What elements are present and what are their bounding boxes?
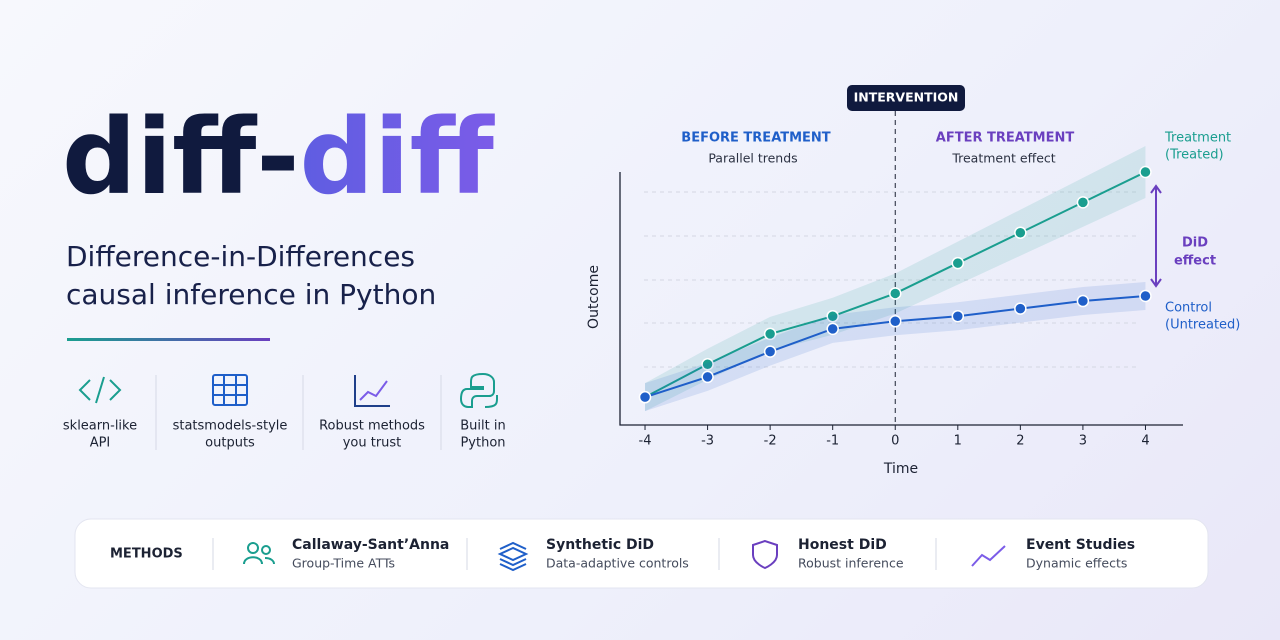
- axis: [619, 172, 1183, 426]
- icon: [752, 539, 778, 570]
- point: [1014, 226, 1027, 239]
- x-tick-label: 0: [891, 434, 899, 449]
- icon: [497, 541, 529, 572]
- features: sklearn-like API statsmodels-style outpu…: [63, 419, 506, 451]
- title-part: diff: [300, 96, 496, 218]
- x-tick-label: -3: [701, 434, 714, 449]
- feature-label: Robust methods: [319, 419, 425, 434]
- subtitle: Difference-in-Differences: [66, 240, 415, 273]
- methods-panel: [74, 518, 1209, 589]
- title-part: diff-: [62, 96, 300, 218]
- legend-label: (Untreated): [1165, 317, 1240, 332]
- intervention-badge: [847, 85, 965, 111]
- annotation: Treatment effect: [951, 151, 1055, 166]
- point: [701, 370, 714, 384]
- x-tick-label: -2: [764, 434, 777, 449]
- feature-label: Python: [460, 436, 505, 451]
- icon: [459, 372, 498, 408]
- x-tick-label: -1: [826, 434, 839, 449]
- method-title: Callaway-Sant’Anna: [292, 537, 449, 553]
- point: [826, 322, 839, 336]
- chart: INTERVENTION BEFORE TREATMENT Parallel t…: [586, 85, 1240, 477]
- x-tick-label: 1: [954, 434, 962, 449]
- x-tick-label: 4: [1141, 434, 1149, 449]
- point: [638, 390, 652, 404]
- did-arrow: [1150, 184, 1162, 288]
- annotation: INTERVENTION: [854, 90, 959, 105]
- method-subtitle: Group-Time ATTs: [292, 556, 395, 571]
- methods-heading: METHODS: [110, 547, 183, 562]
- method-subtitle: Data-adaptive controls: [546, 556, 689, 571]
- annotation: AFTER TREATMENT: [936, 131, 1075, 146]
- annotation: BEFORE TREATMENT: [681, 131, 831, 146]
- point: [1139, 289, 1152, 303]
- x-tick-label: 3: [1079, 434, 1087, 449]
- method-title: Event Studies: [1026, 537, 1135, 553]
- icon: [354, 375, 390, 407]
- method-subtitle: Robust inference: [798, 556, 904, 571]
- x-axis-label: Time: [883, 461, 918, 477]
- point: [763, 327, 777, 341]
- feature-label: you trust: [343, 436, 402, 451]
- icon: [971, 545, 1006, 567]
- divider: [67, 338, 270, 341]
- feature-label: API: [90, 436, 111, 451]
- annotation: effect: [1174, 254, 1216, 269]
- feature-label: statsmodels-style: [173, 419, 288, 434]
- title: diff-diff: [62, 96, 496, 218]
- feature-label: sklearn-like: [63, 419, 137, 434]
- method-icons: [243, 539, 1006, 572]
- icon: [243, 542, 275, 565]
- feature-label: Built in: [460, 419, 505, 434]
- methods-bar: METHODS Callaway-Sant’Anna Group-Time AT…: [74, 518, 1209, 589]
- icon: [78, 376, 122, 404]
- annotation: DiD: [1182, 236, 1208, 251]
- legend-label: (Treated): [1165, 148, 1224, 163]
- legend-label: Control: [1165, 300, 1212, 315]
- method-title: Synthetic DiD: [546, 537, 654, 553]
- point: [1014, 302, 1027, 315]
- feature-icons: [78, 372, 498, 450]
- grid-decoration: [644, 191, 1140, 368]
- point: [701, 358, 714, 371]
- point: [951, 256, 965, 270]
- point: [826, 309, 839, 323]
- legend-label: Treatment: [1164, 131, 1231, 146]
- point: [888, 287, 902, 300]
- point: [1076, 196, 1090, 209]
- method-subtitle: Dynamic effects: [1026, 556, 1127, 571]
- point: [951, 309, 965, 323]
- method-title: Honest DiD: [798, 537, 887, 553]
- subtitle: causal inference in Python: [66, 278, 436, 311]
- annotation: Parallel trends: [708, 151, 797, 166]
- feature-label: outputs: [205, 436, 255, 451]
- confidence-band: [645, 146, 1146, 412]
- x-tick-label: -4: [639, 434, 652, 449]
- x-tick-label: 2: [1016, 434, 1024, 449]
- point: [1139, 165, 1152, 179]
- icon: [212, 374, 248, 406]
- point: [888, 315, 902, 328]
- y-axis-label: Outcome: [586, 265, 602, 329]
- separator: [212, 538, 937, 570]
- point: [1076, 294, 1090, 308]
- point: [763, 345, 777, 358]
